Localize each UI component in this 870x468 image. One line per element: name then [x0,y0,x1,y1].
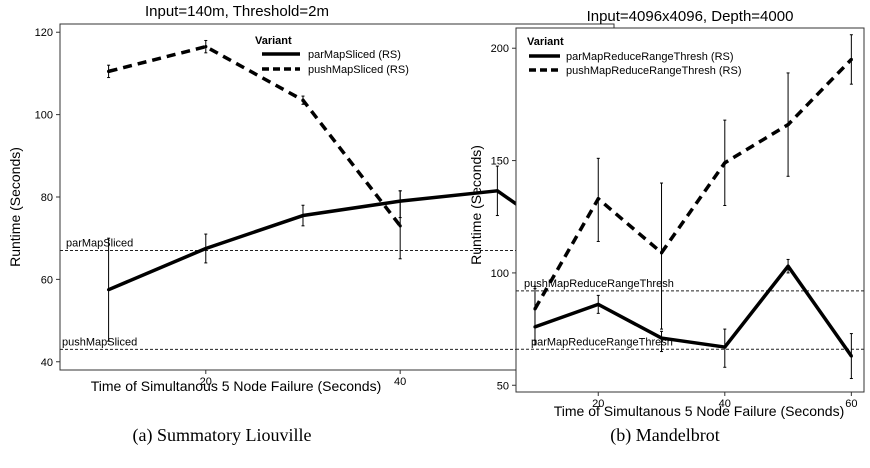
chart-a-x-tick-label: 20 [200,376,212,388]
chart-a-reference-label: parMapSliced [66,238,133,250]
chart-b-data-point [786,264,790,268]
chart-a-y-tick-label: 100 [35,110,53,122]
chart-b-x-tick-label: 60 [845,398,857,410]
chart-b-data-point [723,345,727,349]
chart-a-data-point [495,189,499,193]
chart-b-legend-title: Variant [527,36,564,48]
chart-b-y-tick-label: 50 [497,380,509,392]
chart-b-data-point [596,197,600,201]
chart-a-y-tick-label: 40 [41,357,53,369]
chart-b-data-point [659,251,664,255]
chart-b-y-tick-label: 200 [491,43,509,55]
chart-b-title: Input=4096x4096, Depth=4000 [587,8,794,25]
chart-b-data-point [596,302,600,306]
chart-b-x-tick-label: 20 [592,398,604,410]
chart-b-series-line-solid [534,264,853,358]
chart-b-y-axis-label: Runtime (Seconds) [468,145,484,265]
chart-b-series-line-dashed [533,58,853,310]
chart-b-y-tick-label: 100 [491,268,509,280]
chart-mandelbrot: Input=4096x4096, Depth=4000 Runtime (Sec… [468,8,865,446]
chart-b-data-point [723,161,727,165]
chart-b-data-point [849,57,853,62]
chart-a-title: Input=140m, Threshold=2m [145,3,329,20]
chart-a-data-point [301,98,305,102]
chart-a-reference-label: pushMapSliced [62,336,137,348]
chart-a-caption: (a) Summatory Liouville [133,425,312,446]
chart-b-legend-label: pushMapReduceRangeThresh (RS) [566,65,741,77]
chart-a-legend-title: Variant [255,35,292,47]
chart-b-reference-label: pushMapReduceRangeThresh [524,278,674,290]
chart-a-data-point [398,224,402,228]
chart-a-x-axis-label: Time of Simultanous 5 Node Failure (Seco… [91,378,382,394]
chart-a-y-axis-label: Runtime (Seconds) [7,147,23,267]
chart-b-data-point [849,354,853,358]
chart-a-y-tick-label: 120 [35,27,53,39]
chart-b-y-tick-label: 150 [491,156,509,168]
chart-b-data-point [533,307,537,311]
chart-a-x-tick-label: 40 [394,376,406,388]
chart-a-data-point [301,213,305,218]
chart-a-legend-label: pushMapSliced (RS) [308,64,409,76]
chart-a-y-tick-label: 80 [41,192,53,204]
chart-b-x-tick-label: 40 [719,398,731,410]
chart-a-data-point [106,69,111,73]
chart-a-series-line-solid [107,189,596,292]
chart-a-y-tick-label: 60 [41,274,53,286]
chart-a-data-point [204,246,208,251]
chart-a-series-line-dashed [108,44,402,227]
chart-b-reference-label: parMapReduceRangeThresh [531,336,673,348]
chart-b-x-axis-label: Time of Simultanous 5 Node Failure (Seco… [554,403,845,419]
chart-a-legend-label: parMapSliced (RS) [308,49,401,61]
chart-a-data-point [204,45,208,49]
chart-a-data-point [106,288,111,292]
chart-b-data-point [659,336,664,340]
chart-b-data-point [786,123,790,127]
chart-b-legend-label: parMapReduceRangeThresh (RS) [566,51,734,63]
chart-b-caption: (b) Mandelbrot [610,425,719,446]
